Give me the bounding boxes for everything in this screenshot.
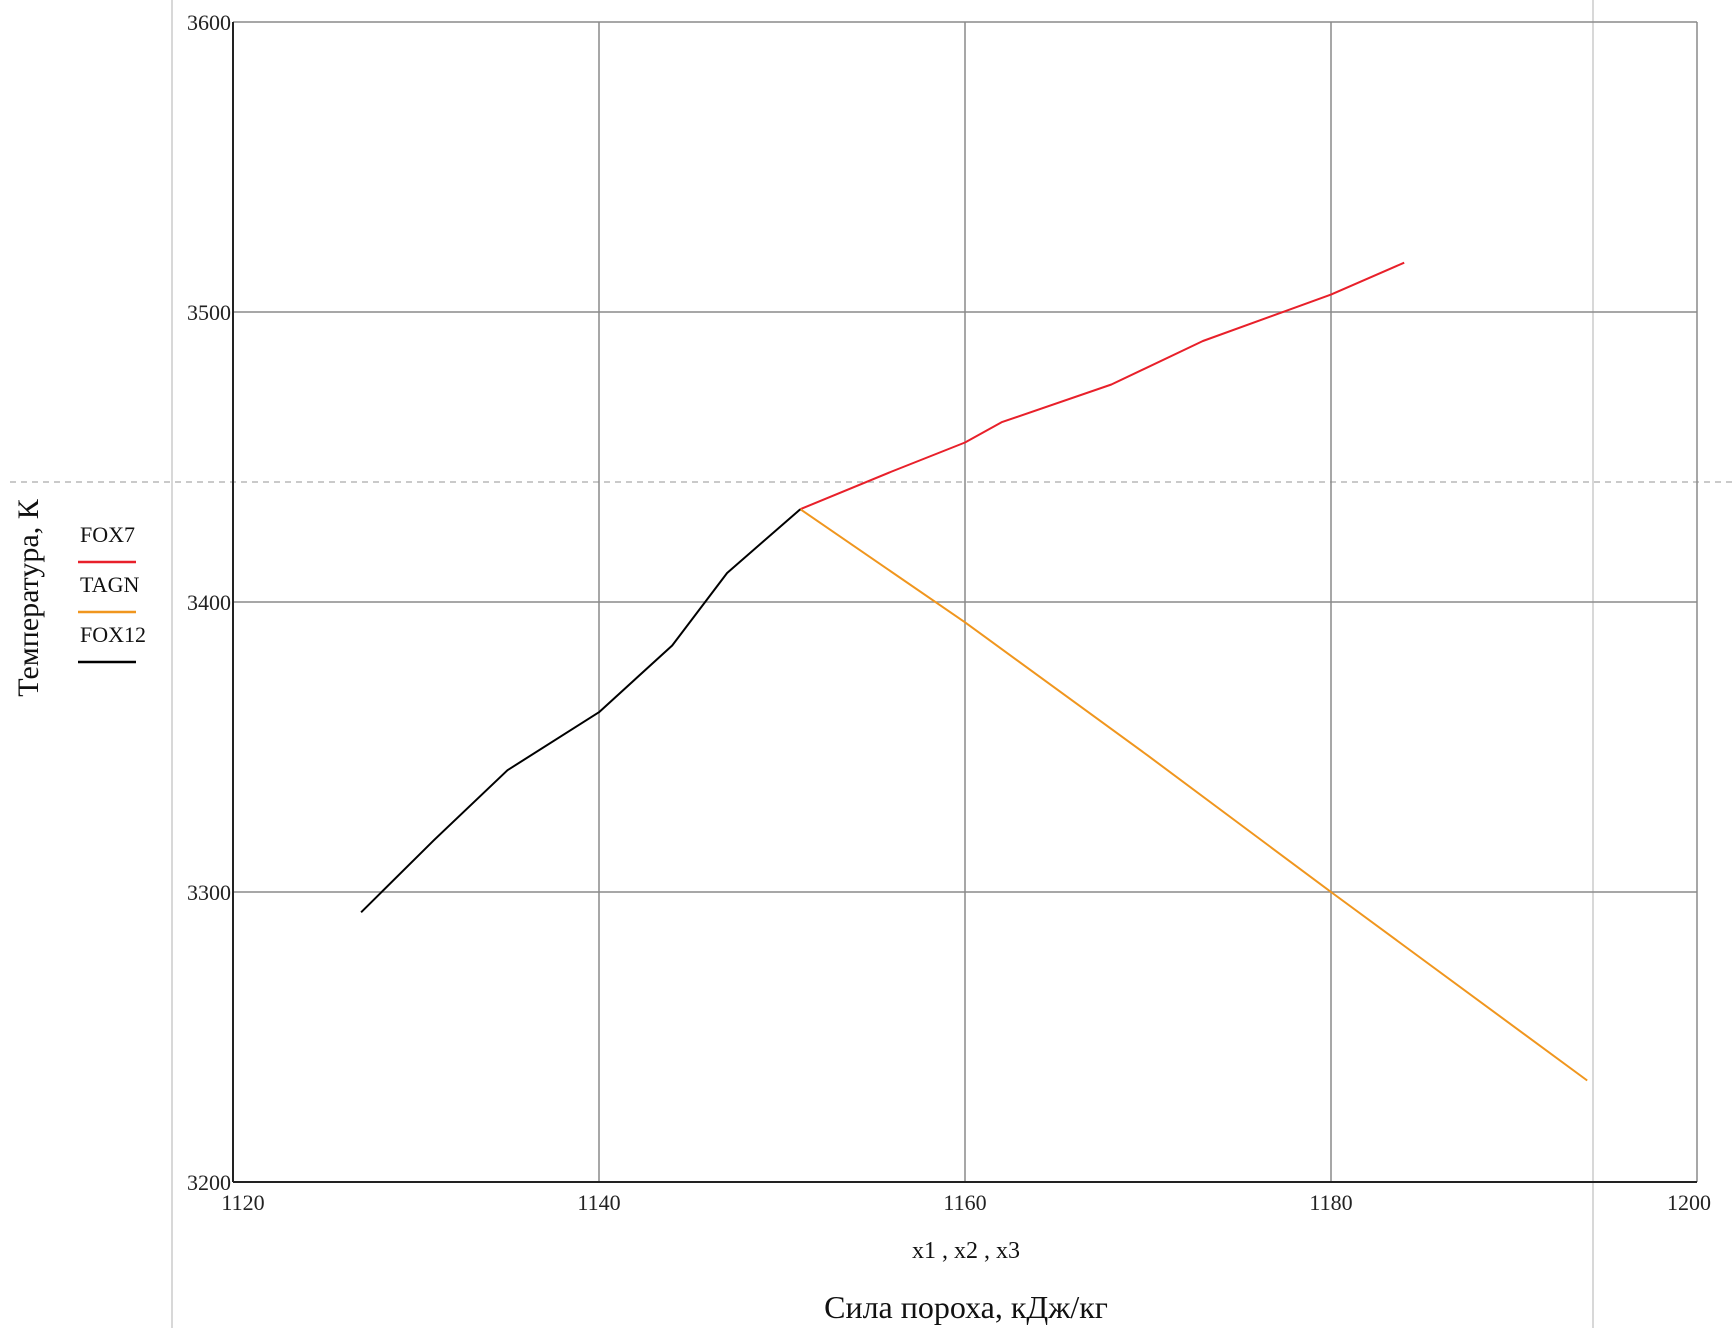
legend: FOX7 TAGN FOX12 <box>78 522 146 664</box>
x-tick-label: 1120 <box>221 1190 264 1215</box>
x-tick-label: 1160 <box>943 1190 986 1215</box>
x-axis-title: Сила пороха, кДж/кг <box>824 1289 1108 1325</box>
series-line-fox12 <box>360 508 801 914</box>
series-line-tagn <box>799 508 1588 1082</box>
y-tick-labels: 3200 3300 3400 3500 3600 <box>187 10 231 1195</box>
x-tick-label: 1140 <box>577 1190 620 1215</box>
y-tick-label: 3600 <box>187 10 231 35</box>
legend-label-fox12: FOX12 <box>80 622 146 647</box>
y-tick-label: 3300 <box>187 880 231 905</box>
series-line-fox7 <box>799 261 1405 511</box>
y-tick-label: 3200 <box>187 1170 231 1195</box>
grid <box>232 21 1698 1183</box>
plot-frame <box>232 22 1697 1183</box>
x-tick-labels: 1120 1140 1160 1180 1200 <box>221 1190 1711 1215</box>
x-tick-label: 1180 <box>1309 1190 1352 1215</box>
legend-label-tagn: TAGN <box>80 572 139 597</box>
legend-label-fox7: FOX7 <box>80 522 135 547</box>
x-axis-expression: x1 , x2 , x3 <box>912 1238 1020 1264</box>
series-lines <box>360 261 1588 1082</box>
y-tick-label: 3400 <box>187 590 231 615</box>
y-tick-label: 3500 <box>187 300 231 325</box>
x-tick-label: 1200 <box>1667 1190 1711 1215</box>
y-axis-title: Температура, К <box>12 498 45 696</box>
